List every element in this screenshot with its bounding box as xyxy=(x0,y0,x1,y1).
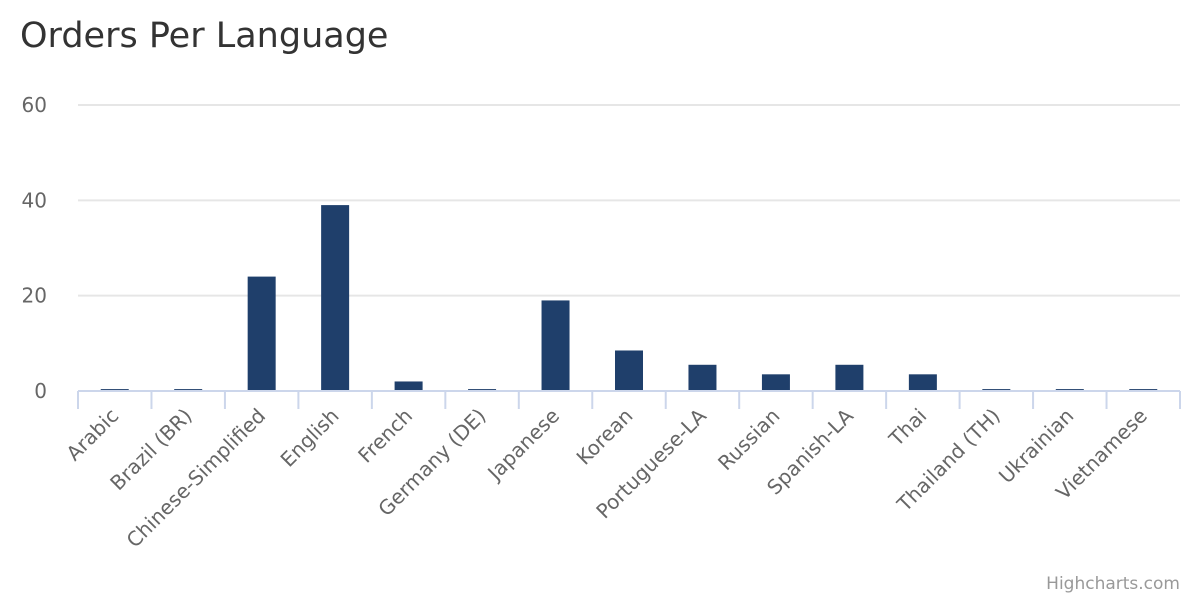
x-tick-label: English xyxy=(276,404,344,472)
credits-link[interactable]: Highcharts.com xyxy=(1046,574,1180,594)
x-tick-label: Korean xyxy=(572,404,638,470)
bars xyxy=(100,205,1158,391)
bar-korean[interactable] xyxy=(615,350,643,391)
y-tick-label: 40 xyxy=(22,188,47,212)
bar-chinese-simplified[interactable] xyxy=(247,276,276,391)
bar-french[interactable] xyxy=(394,381,423,391)
bar-japanese[interactable] xyxy=(541,300,570,391)
x-tick-label: Arabic xyxy=(61,404,123,466)
bar-portuguese-la[interactable] xyxy=(688,364,717,391)
y-tick-label: 60 xyxy=(22,93,47,117)
x-tick-label: Russian xyxy=(713,404,784,475)
y-tick-label: 20 xyxy=(22,284,47,308)
x-tick-label: Chinese-Simplified xyxy=(122,404,271,553)
bar-thai[interactable] xyxy=(908,374,937,391)
bar-spanish-la[interactable] xyxy=(835,364,864,391)
x-tick-label: Japanese xyxy=(481,404,564,487)
bar-english[interactable] xyxy=(321,205,350,391)
chart-title: Orders Per Language xyxy=(20,16,388,56)
y-axis-labels: 0 20 40 60 xyxy=(22,93,47,403)
gridlines xyxy=(78,104,1180,297)
x-tick-label: French xyxy=(353,404,417,468)
x-tick-label: Thai xyxy=(884,404,932,452)
y-tick-label: 0 xyxy=(34,379,47,403)
bar-russian[interactable] xyxy=(761,374,790,391)
